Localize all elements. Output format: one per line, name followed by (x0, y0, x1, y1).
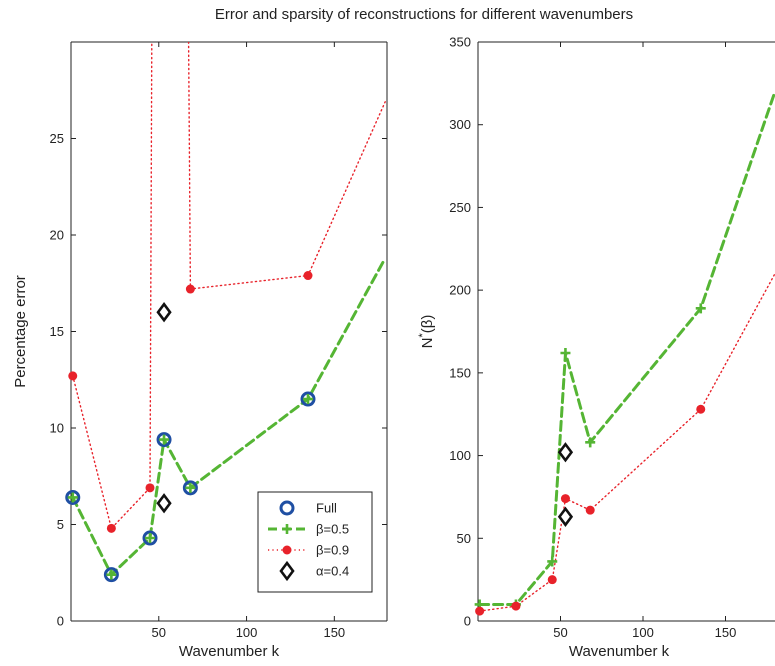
point--0-9 (511, 601, 521, 611)
point--0-9 (560, 494, 570, 504)
point--0-5 (145, 533, 155, 544)
x-tick-label: 150 (323, 625, 345, 640)
x-axis-label: Wavenumber k (569, 643, 670, 660)
point--0-9 (68, 371, 78, 381)
legend-box (257, 491, 373, 593)
series-line--0-9 (72, 42, 386, 530)
legend: Full β=0.5 β=0.9 α=0.4 (257, 491, 373, 593)
point--0-9 (585, 505, 595, 515)
legend-marker (279, 500, 295, 516)
point--0-4 (156, 493, 172, 514)
point--0-4 (557, 442, 574, 463)
y-tick-label: 350 (449, 35, 471, 50)
point--0-4 (557, 506, 574, 527)
point--0-9 (696, 404, 706, 414)
y-tick-label: 300 (449, 117, 471, 132)
x-tick-label: 100 (236, 625, 258, 640)
y-tick-label: 250 (449, 200, 471, 215)
y-tick-label: 5 (57, 517, 64, 532)
x-tick-label: 100 (632, 625, 654, 640)
legend-marker (279, 560, 295, 582)
x-tick-label: 50 (553, 625, 567, 640)
y-tick-label: 150 (449, 365, 471, 380)
point--0-5 (106, 569, 117, 580)
point--0-5 (303, 394, 313, 405)
markers (65, 271, 316, 583)
right-panel-sparsity: 0 50 100 150 200 250 300 350 50 100 150 Wavenumber … (417, 35, 775, 660)
y-tick-label: 10 (50, 421, 64, 436)
point--0-9 (106, 523, 116, 533)
point--0-4 (156, 302, 172, 323)
point-full (300, 391, 316, 407)
point-full (103, 567, 119, 583)
y-axis-label: Percentage error (12, 275, 29, 388)
y-tick-label: 200 (449, 283, 471, 298)
legend-label: Full (316, 501, 337, 516)
y-tick-label: 25 (50, 131, 64, 146)
legend-label: β=0.9 (316, 543, 349, 558)
point--0-9 (303, 271, 313, 281)
point--0-9 (475, 606, 485, 616)
point-full (65, 489, 81, 505)
left-panel-error: 0 5 10 15 20 25 50 100 150 Wavenumber k Percentage… (12, 41, 388, 660)
point--0-5 (547, 556, 558, 567)
y-axis-label: N*(β) (417, 315, 436, 349)
y-tick-label: 15 (50, 324, 64, 339)
point--0-5 (695, 303, 706, 314)
point-full (182, 480, 198, 496)
x-axis-label: Wavenumber k (179, 643, 280, 660)
y-tick-label: 0 (464, 614, 471, 629)
plot-area (478, 90, 775, 612)
legend-marker (282, 524, 292, 534)
point--0-9 (145, 483, 155, 493)
legend-label: α=0.4 (316, 564, 349, 579)
point--0-5 (67, 492, 78, 503)
y-tick-label: 20 (50, 228, 64, 243)
legend-label: β=0.5 (316, 522, 349, 537)
point--0-5 (159, 434, 170, 445)
point--0-9 (185, 284, 195, 294)
point--0-5 (560, 348, 571, 359)
markers (474, 303, 706, 616)
legend-marker (282, 545, 292, 555)
point-full (156, 432, 172, 448)
y-tick-label: 50 (457, 531, 471, 546)
y-tick-label: 100 (449, 448, 471, 463)
x-tick-label: 50 (152, 625, 166, 640)
series-line--0-9 (478, 272, 775, 612)
point-full (142, 530, 158, 546)
point--0-5 (185, 482, 196, 493)
point--0-9 (547, 575, 557, 585)
y-tick-label: 0 (57, 614, 64, 629)
x-tick-label: 150 (715, 625, 737, 640)
series-line--0-5 (478, 90, 775, 606)
figure-title: Error and sparsity of reconstructions fo… (215, 6, 633, 23)
point--0-5 (585, 437, 596, 448)
